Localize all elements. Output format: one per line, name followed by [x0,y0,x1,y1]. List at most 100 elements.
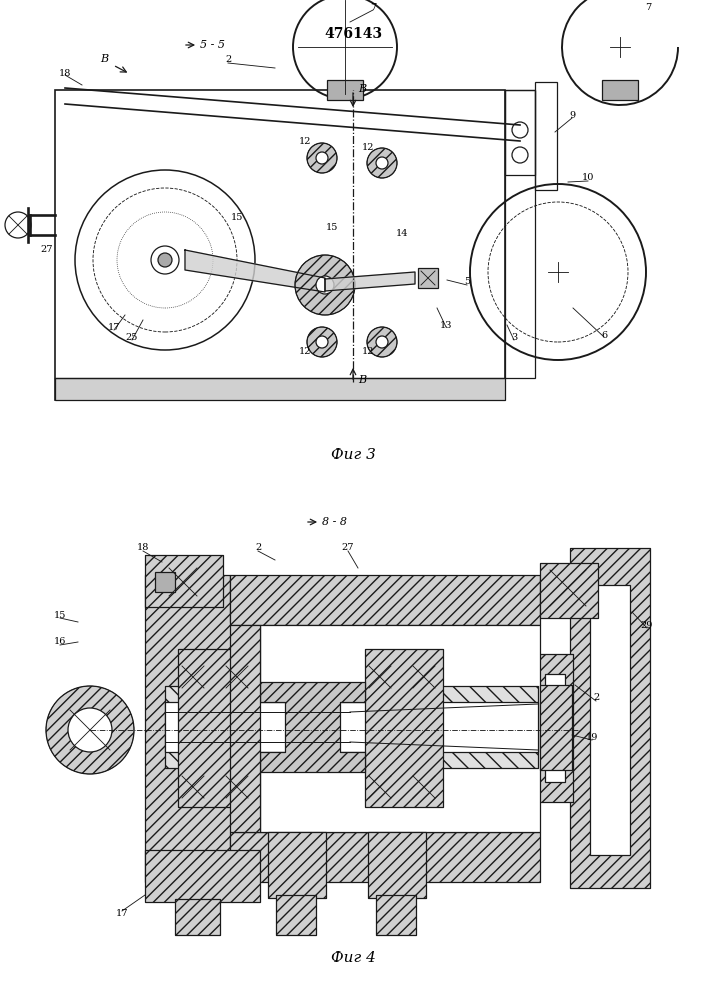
Bar [145,555,223,607]
Bar [376,895,416,935]
Text: 14: 14 [396,229,408,237]
Polygon shape [325,272,415,291]
Text: B: B [100,54,108,64]
Text: 12: 12 [362,142,374,151]
Text: 12: 12 [299,348,311,357]
Bar [505,90,535,378]
Text: 8 - 8: 8 - 8 [322,517,347,527]
Circle shape [68,708,112,752]
Bar [276,895,316,935]
Text: 5 - 5: 5 - 5 [200,40,225,50]
Circle shape [316,336,328,348]
Bar [590,585,630,855]
Text: Фиг 3: Фиг 3 [331,448,375,462]
Circle shape [376,157,388,169]
Bar [178,649,256,807]
Text: 19: 19 [586,734,598,742]
Text: 6: 6 [601,330,607,340]
Polygon shape [185,250,325,292]
Bar [230,832,540,882]
Bar [55,90,505,400]
Text: 12: 12 [362,348,374,357]
Bar [155,572,175,592]
Text: 25: 25 [126,334,138,342]
Circle shape [158,253,172,267]
Bar [368,832,426,898]
Bar [230,832,540,882]
Circle shape [307,327,337,357]
Bar [365,649,443,807]
Bar [540,685,572,770]
Circle shape [46,686,134,774]
Bar [365,649,443,807]
Text: 27: 27 [341,544,354,552]
Bar [175,899,220,935]
Bar [178,649,256,807]
Bar [268,832,326,898]
Bar [540,563,598,618]
Polygon shape [145,575,260,882]
Bar [268,832,326,898]
Text: B: B [358,84,366,94]
Circle shape [376,336,388,348]
Bar [230,575,540,625]
Polygon shape [260,682,365,772]
Text: 17: 17 [116,908,128,918]
Bar [165,686,538,768]
Circle shape [307,143,337,173]
Text: 13: 13 [440,320,452,330]
Circle shape [316,276,334,294]
Bar [538,654,573,802]
Text: 18: 18 [59,68,71,78]
Text: 17: 17 [107,324,120,332]
Bar [570,548,650,888]
Bar [165,686,538,768]
Text: B: B [358,375,366,385]
Bar [545,674,565,782]
Text: 27: 27 [41,245,53,254]
Bar [230,625,260,832]
Bar [145,555,223,607]
Circle shape [367,148,397,178]
Text: 9: 9 [569,110,575,119]
Bar [505,90,535,175]
Text: 3: 3 [511,334,517,342]
Bar [540,563,598,618]
Text: 476143: 476143 [325,27,382,41]
Bar [538,654,573,802]
Bar [602,80,638,100]
Bar [230,575,540,625]
Bar [145,850,260,902]
Text: 2: 2 [255,544,261,552]
Bar [165,702,538,752]
Text: 2: 2 [225,55,231,64]
Bar [175,899,220,935]
Text: 29: 29 [641,620,653,630]
Text: 15: 15 [54,610,66,619]
Bar [230,625,260,832]
Bar [276,895,316,935]
Bar [376,895,416,935]
Circle shape [367,327,397,357]
Bar [418,268,438,288]
Text: 7: 7 [645,2,651,11]
Text: 18: 18 [137,544,149,552]
Bar [368,832,426,898]
Circle shape [295,255,355,315]
Text: 15: 15 [326,224,338,232]
Bar [55,378,505,400]
Bar [540,685,572,770]
Text: 15: 15 [230,214,243,223]
Bar [260,625,540,832]
Bar [535,82,557,190]
Text: 5: 5 [464,277,470,286]
Bar [145,850,260,902]
Text: 12: 12 [299,137,311,146]
Text: 10: 10 [582,174,594,182]
Circle shape [316,152,328,164]
Bar [327,80,363,100]
Text: 16: 16 [54,638,66,647]
Text: 7: 7 [370,2,376,11]
Text: Фиг 4: Фиг 4 [331,951,375,965]
Text: 2: 2 [593,694,599,702]
